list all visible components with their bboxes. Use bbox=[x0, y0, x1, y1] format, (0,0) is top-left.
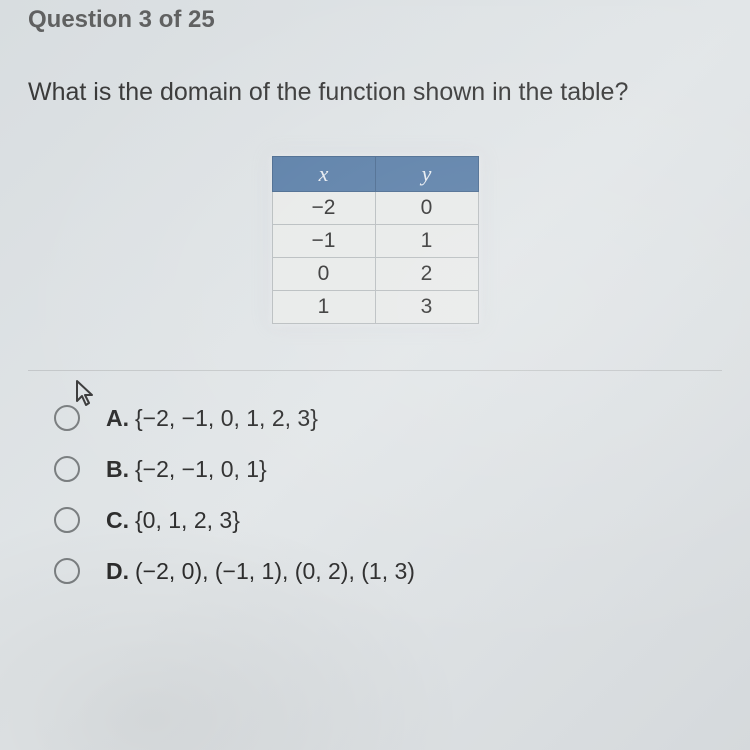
table-cell: 2 bbox=[375, 257, 478, 290]
table-row: 0 2 bbox=[272, 257, 478, 290]
option-c[interactable]: C. {0, 1, 2, 3} bbox=[54, 507, 722, 534]
function-table: x y −2 0 −1 1 0 2 1 3 bbox=[272, 156, 479, 324]
radio-a[interactable] bbox=[54, 405, 80, 431]
radio-d[interactable] bbox=[54, 558, 80, 584]
cursor-icon bbox=[74, 379, 98, 409]
table-cell: 3 bbox=[375, 290, 478, 323]
option-letter: B. bbox=[106, 456, 129, 483]
function-table-wrap: x y −2 0 −1 1 0 2 1 3 bbox=[28, 156, 722, 324]
option-a[interactable]: A. {−2, −1, 0, 1, 2, 3} bbox=[54, 405, 722, 432]
question-counter: Question 3 of 25 bbox=[28, 6, 722, 34]
table-cell: 0 bbox=[272, 257, 375, 290]
table-cell: −2 bbox=[272, 191, 375, 224]
radio-c[interactable] bbox=[54, 507, 80, 533]
table-cell: 1 bbox=[375, 224, 478, 257]
question-prompt: What is the domain of the function shown… bbox=[28, 76, 722, 110]
option-text: {−2, −1, 0, 1, 2, 3} bbox=[135, 405, 318, 432]
table-row: −2 0 bbox=[272, 191, 478, 224]
table-cell: 1 bbox=[272, 290, 375, 323]
table-row: −1 1 bbox=[272, 224, 478, 257]
table-header-y: y bbox=[375, 156, 478, 191]
option-b[interactable]: B. {−2, −1, 0, 1} bbox=[54, 456, 722, 483]
table-cell: 0 bbox=[375, 191, 478, 224]
option-letter: A. bbox=[106, 405, 129, 432]
option-d[interactable]: D. (−2, 0), (−1, 1), (0, 2), (1, 3) bbox=[54, 558, 722, 585]
table-cell: −1 bbox=[272, 224, 375, 257]
option-letter: C. bbox=[106, 507, 129, 534]
answer-options: A. {−2, −1, 0, 1, 2, 3} B. {−2, −1, 0, 1… bbox=[28, 405, 722, 585]
option-letter: D. bbox=[106, 558, 129, 585]
option-text: {0, 1, 2, 3} bbox=[135, 507, 240, 534]
radio-b[interactable] bbox=[54, 456, 80, 482]
table-row: 1 3 bbox=[272, 290, 478, 323]
table-header-x: x bbox=[272, 156, 375, 191]
option-text: {−2, −1, 0, 1} bbox=[135, 456, 267, 483]
option-text: (−2, 0), (−1, 1), (0, 2), (1, 3) bbox=[135, 558, 415, 585]
divider bbox=[28, 370, 722, 371]
